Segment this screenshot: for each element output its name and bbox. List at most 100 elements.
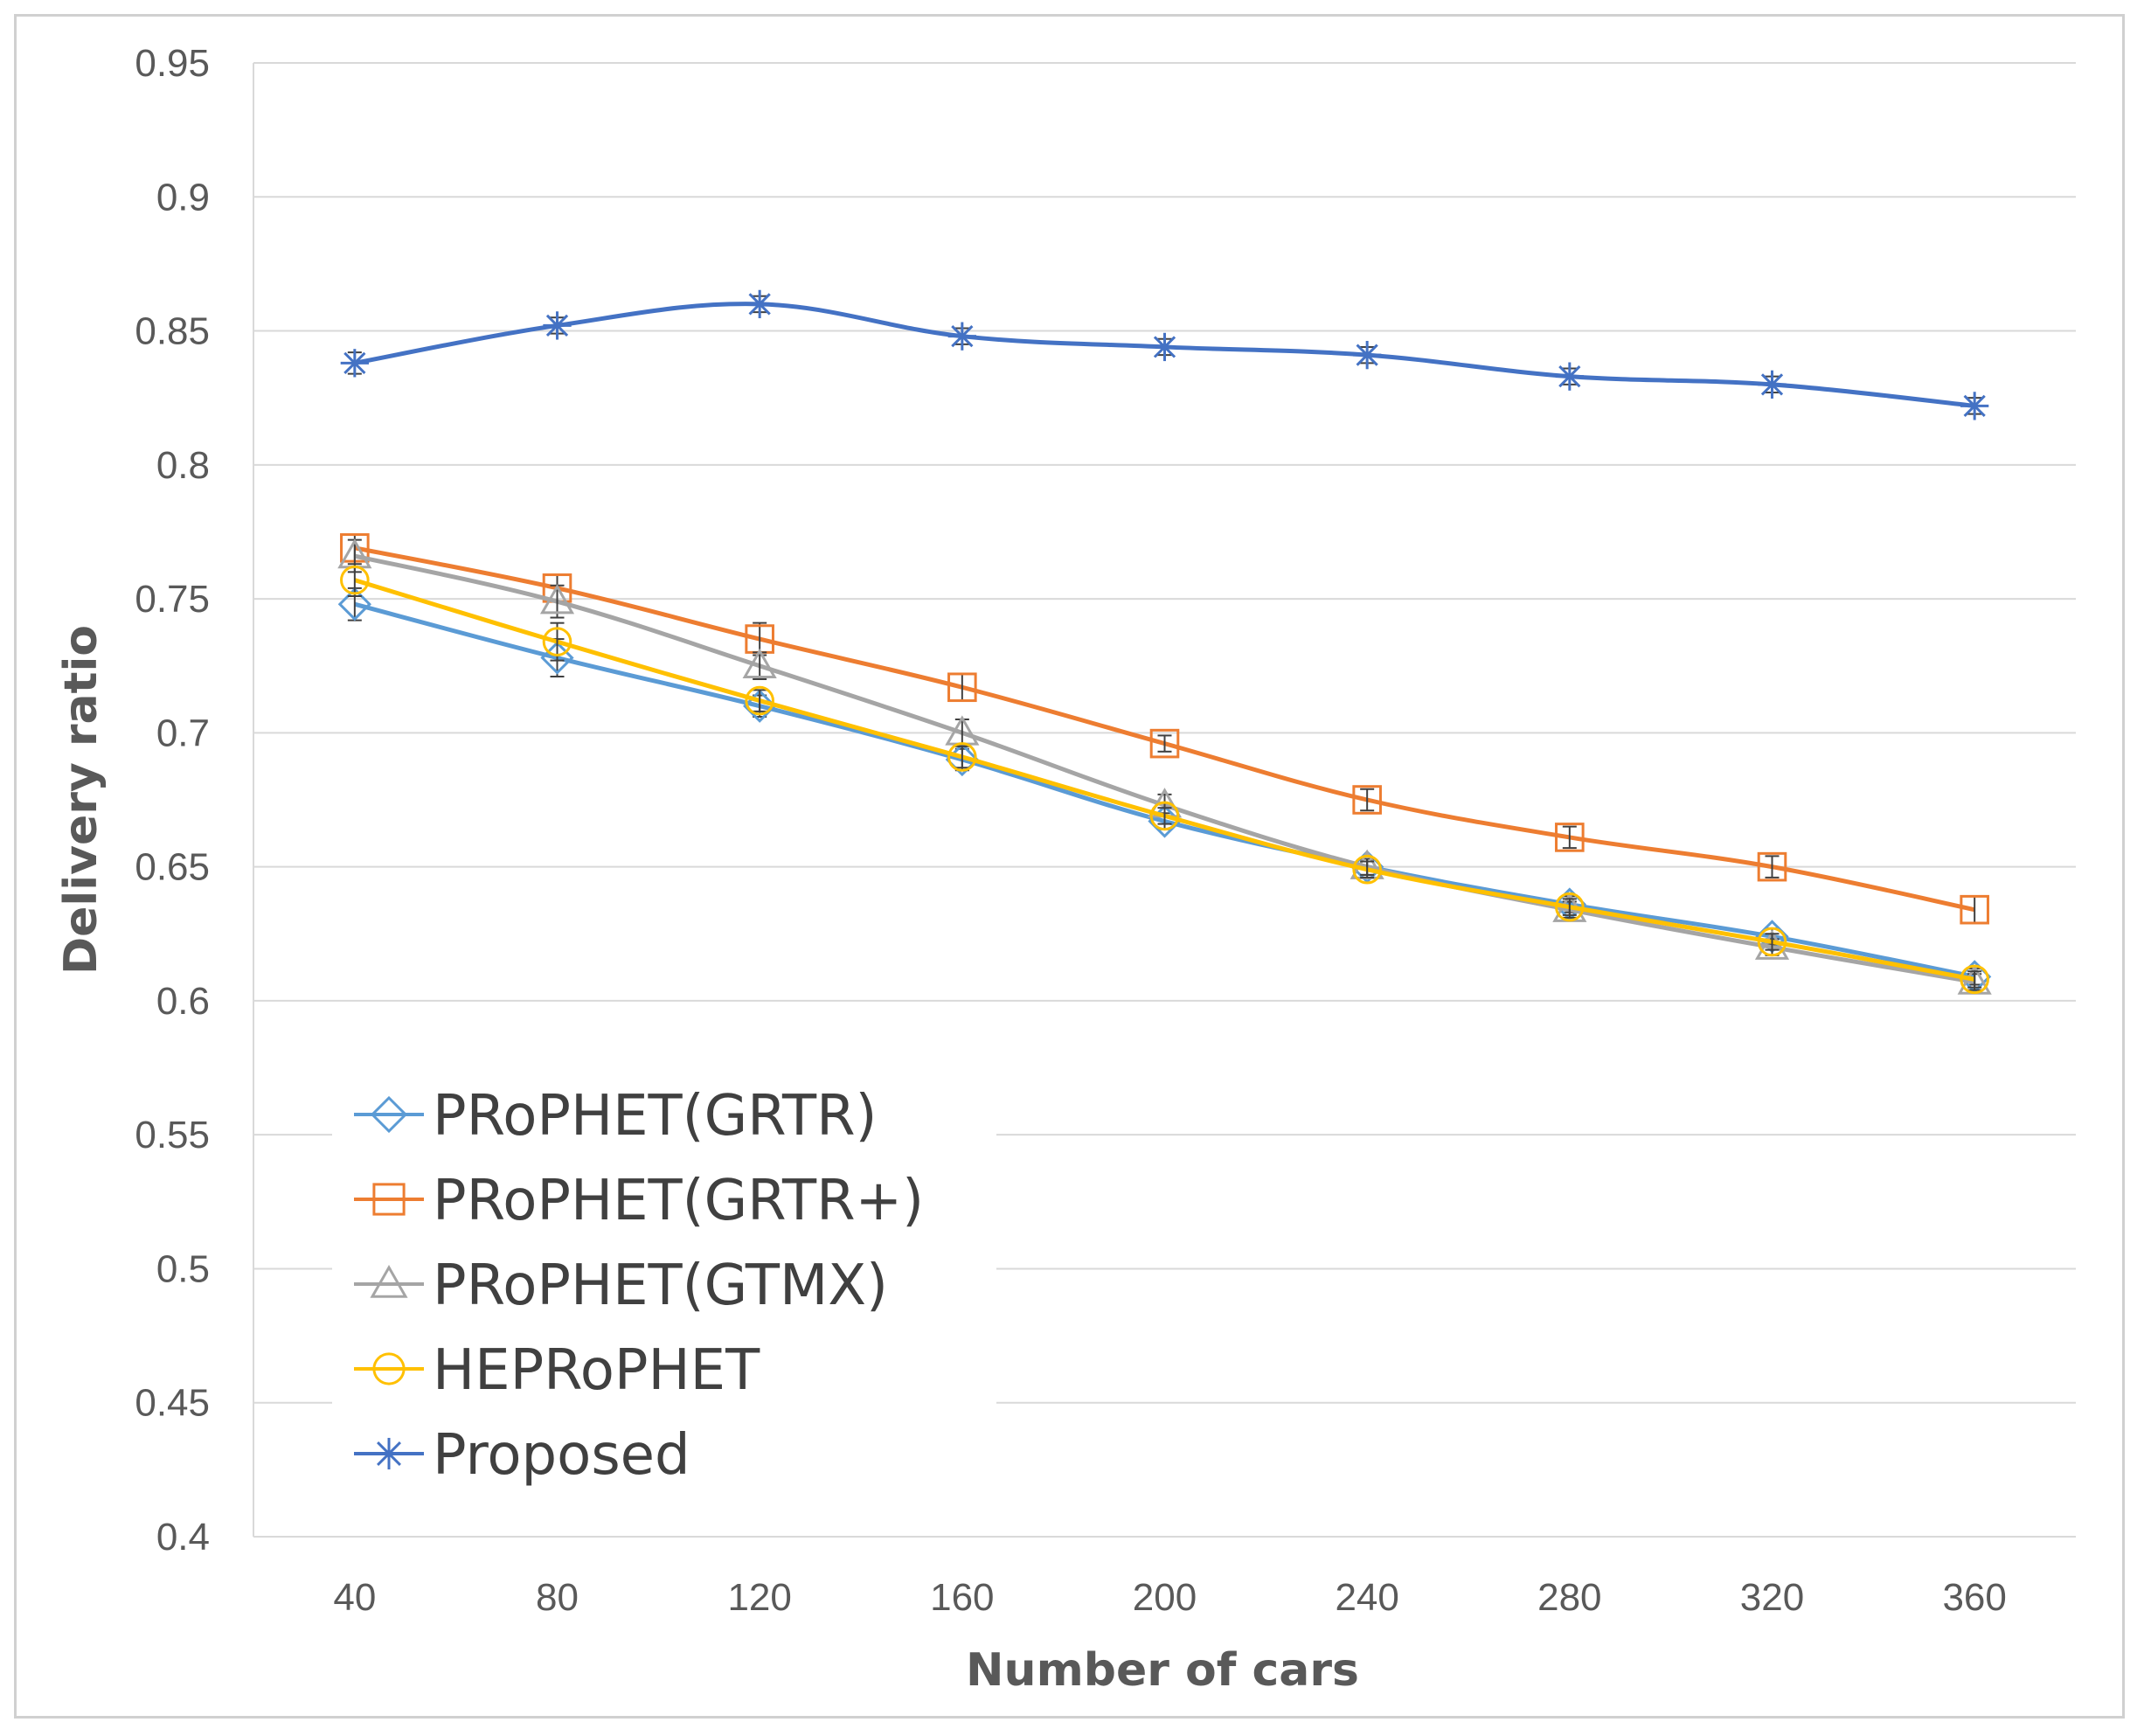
data-point-star bbox=[340, 349, 369, 378]
data-point-star bbox=[372, 1437, 406, 1470]
data-point-circle bbox=[1352, 854, 1382, 885]
legend-item: HEPRoPHET bbox=[354, 1338, 760, 1403]
x-tick-label: 240 bbox=[1335, 1576, 1398, 1619]
data-point-diamond bbox=[337, 587, 371, 621]
legend: PRoPHET(GRTR) PRoPHET(GRTR+) PRoPHET(GTMX)… bbox=[332, 1040, 996, 1495]
data-point-triangle bbox=[539, 584, 575, 615]
y-tick-label: 0.85 bbox=[135, 310, 210, 353]
x-tick-label: 320 bbox=[1740, 1576, 1804, 1619]
star-stroke bbox=[545, 314, 569, 337]
x-tick-labels: 40 80 120 160 200 240 280 320 360 bbox=[333, 1576, 2007, 1619]
data-point-circle bbox=[1149, 801, 1180, 831]
data-point-star bbox=[746, 289, 774, 319]
data-point-circle bbox=[947, 742, 977, 772]
data-point-square bbox=[1149, 728, 1180, 759]
legend-item: Proposed bbox=[354, 1423, 690, 1488]
series-prophet-grtr- bbox=[340, 533, 1989, 925]
star-stroke bbox=[748, 293, 771, 316]
error-bar bbox=[347, 563, 362, 598]
y-tick-label: 0.9 bbox=[156, 176, 210, 219]
legend-item: PRoPHET(GRTR+) bbox=[354, 1169, 924, 1233]
series-proposed bbox=[340, 289, 1989, 420]
data-point-triangle bbox=[370, 1264, 408, 1298]
legend-box bbox=[332, 1040, 996, 1495]
y-tick-label: 0.95 bbox=[135, 42, 210, 85]
error-bar bbox=[954, 745, 969, 769]
y-tick-labels: 0.4 0.45 0.5 0.55 0.6 0.65 0.7 0.75 0.8 0.85 0.9 0.… bbox=[135, 42, 210, 1559]
y-tick-label: 0.8 bbox=[156, 444, 210, 487]
data-point-star bbox=[1758, 370, 1787, 399]
data-point-circle bbox=[542, 627, 572, 656]
star-stroke bbox=[951, 325, 974, 348]
error-bar bbox=[1967, 970, 1982, 989]
series-layer bbox=[337, 289, 1992, 995]
x-tick-label: 120 bbox=[727, 1576, 791, 1619]
data-point-square bbox=[1960, 894, 1989, 925]
error-bar bbox=[1765, 933, 1780, 951]
star-stroke bbox=[1356, 344, 1378, 366]
data-point-circle bbox=[745, 685, 774, 716]
data-point-star bbox=[1353, 340, 1382, 370]
data-point-triangle bbox=[742, 648, 777, 678]
series-heprophet bbox=[340, 563, 1989, 995]
x-tick-label: 280 bbox=[1537, 1576, 1601, 1619]
y-tick-label: 0.7 bbox=[156, 712, 210, 754]
x-tick-label: 160 bbox=[930, 1576, 994, 1619]
x-tick-label: 360 bbox=[1942, 1576, 2006, 1619]
series-line bbox=[354, 578, 1975, 982]
error-bar bbox=[1157, 807, 1172, 825]
data-point-diamond bbox=[540, 641, 574, 675]
y-tick-label: 0.75 bbox=[135, 578, 210, 621]
legend-label: PRoPHET(GRTR) bbox=[433, 1084, 878, 1149]
x-tick-label: 200 bbox=[1133, 1576, 1197, 1619]
error-bar bbox=[1157, 734, 1172, 753]
data-point-circle bbox=[1555, 892, 1585, 922]
series-line bbox=[354, 553, 1975, 984]
data-point-diamond bbox=[743, 689, 777, 723]
y-tick-label: 0.6 bbox=[156, 980, 210, 1023]
data-point-square bbox=[1555, 823, 1585, 852]
series-line bbox=[354, 545, 1975, 913]
data-point-circle bbox=[372, 1352, 406, 1385]
y-tick-label: 0.5 bbox=[156, 1247, 210, 1290]
star-stroke bbox=[1558, 365, 1581, 388]
y-tick-label: 0.45 bbox=[135, 1382, 210, 1425]
star-stroke bbox=[377, 1441, 401, 1466]
star-stroke bbox=[1153, 336, 1176, 358]
data-point-square bbox=[947, 672, 977, 703]
legend-label: PRoPHET(GTMX) bbox=[433, 1253, 888, 1318]
data-point-circle bbox=[340, 565, 370, 595]
data-point-star bbox=[947, 322, 976, 351]
legend-item: PRoPHET(GRTR) bbox=[354, 1084, 878, 1149]
data-point-circle bbox=[1757, 927, 1787, 957]
data-point-star bbox=[1150, 332, 1179, 362]
star-stroke bbox=[1760, 373, 1784, 396]
data-point-square bbox=[372, 1183, 406, 1216]
legend-label: PRoPHET(GRTR+) bbox=[433, 1169, 924, 1233]
error-bar bbox=[1562, 825, 1577, 850]
data-point-diamond bbox=[370, 1095, 408, 1134]
series-prophet-gtmx- bbox=[337, 538, 1992, 995]
legend-item: PRoPHET(GTMX) bbox=[354, 1253, 888, 1318]
x-tick-label: 40 bbox=[333, 1576, 376, 1619]
data-point-star bbox=[543, 311, 572, 340]
error-bar bbox=[1360, 788, 1375, 812]
y-axis-title: Delivery ratio bbox=[55, 625, 108, 975]
error-bar bbox=[1562, 898, 1577, 916]
star-stroke bbox=[1963, 394, 1986, 417]
error-bar bbox=[753, 689, 767, 712]
data-point-star bbox=[1960, 392, 1989, 420]
legend-label: HEPRoPHET bbox=[433, 1338, 760, 1403]
x-axis-title: Number of cars bbox=[966, 1644, 1359, 1697]
data-point-star bbox=[1555, 362, 1584, 391]
star-stroke bbox=[343, 351, 366, 374]
legend-label: Proposed bbox=[433, 1423, 690, 1488]
x-tick-label: 80 bbox=[536, 1576, 579, 1619]
data-point-square bbox=[1757, 851, 1787, 882]
data-point-square bbox=[1352, 785, 1382, 815]
y-tick-label: 0.55 bbox=[135, 1114, 210, 1156]
data-point-circle bbox=[1960, 964, 1989, 995]
error-bar bbox=[1360, 860, 1375, 878]
y-tick-label: 0.4 bbox=[156, 1516, 210, 1559]
